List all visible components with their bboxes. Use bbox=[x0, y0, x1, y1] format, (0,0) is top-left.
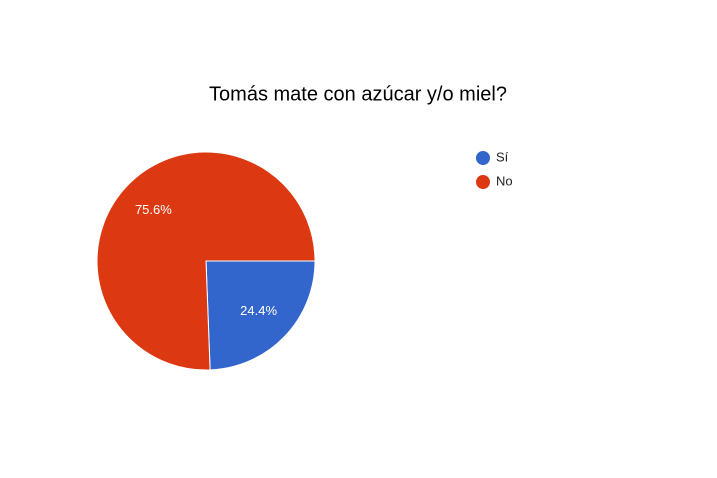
legend-label: Sí bbox=[496, 149, 509, 164]
pie-slice bbox=[96, 151, 316, 371]
slice-label: 24.4% bbox=[240, 303, 277, 318]
chart-title: Tomás mate con azúcar y/o miel? bbox=[209, 83, 507, 105]
legend-marker bbox=[476, 151, 490, 165]
slice-label: 75.6% bbox=[135, 202, 172, 217]
legend-label: No bbox=[496, 173, 513, 188]
pie-slice bbox=[205, 260, 316, 371]
legend-marker bbox=[476, 175, 490, 189]
